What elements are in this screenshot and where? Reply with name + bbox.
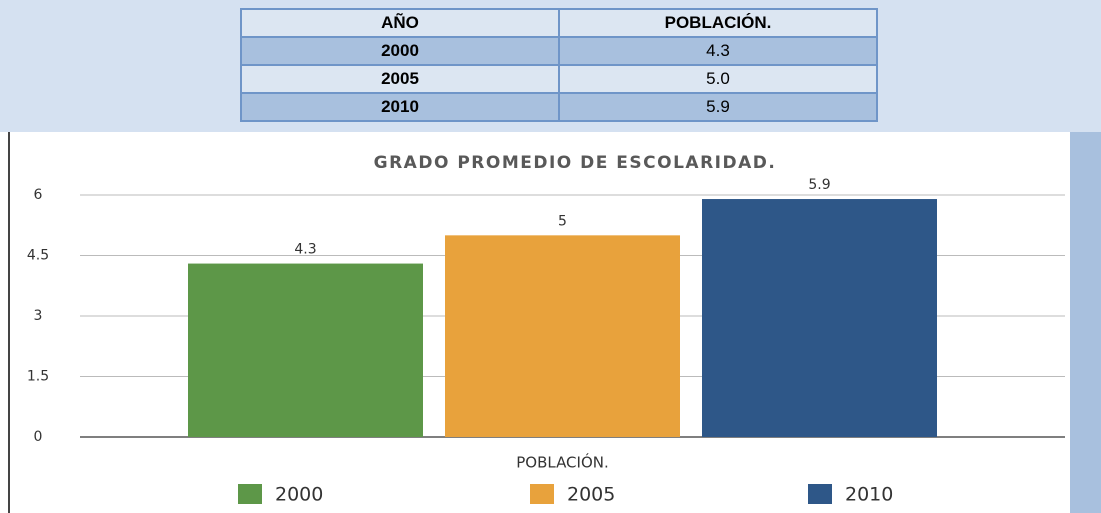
- table-section: AÑO POBLACIÓN. 2000 4.3 2005 5.0 2010 5.…: [0, 0, 1101, 132]
- data-table: AÑO POBLACIÓN. 2000 4.3 2005 5.0 2010 5.…: [240, 8, 878, 122]
- data-label: 5.9: [808, 177, 830, 193]
- legend-label: 2000: [275, 484, 323, 506]
- right-border: [1070, 132, 1101, 513]
- bar: [702, 199, 937, 437]
- y-tick-label: 0: [34, 429, 43, 445]
- header-cell: AÑO: [240, 8, 560, 38]
- left-border: [8, 132, 10, 513]
- y-tick-label: 3: [34, 308, 43, 324]
- y-tick-label: 6: [34, 187, 43, 203]
- y-tick-label: 4.5: [27, 248, 49, 264]
- data-label: 4.3: [294, 242, 316, 258]
- cell: 2005: [240, 64, 560, 94]
- cell: 2010: [240, 92, 560, 122]
- header-row: AÑO POBLACIÓN.: [240, 8, 878, 38]
- legend-label: 2005: [567, 484, 615, 506]
- table-row: 2005 5.0: [240, 64, 878, 94]
- legend-label: 2010: [845, 484, 893, 506]
- chart: GRADO PROMEDIO DE ESCOLARIDAD. 0 1.5 3 4.5 6…: [0, 132, 1101, 513]
- cell: 2000: [240, 36, 560, 66]
- bar: [445, 235, 680, 437]
- bar: [188, 263, 423, 437]
- y-tick-label: 1.5: [27, 369, 49, 385]
- table-row: 2010 5.9: [240, 92, 878, 122]
- data-label: 5: [558, 213, 567, 229]
- cell: 4.3: [558, 36, 878, 66]
- table-row: 2000 4.3: [240, 36, 878, 66]
- cell: 5.0: [558, 64, 878, 94]
- chart-title: GRADO PROMEDIO DE ESCOLARIDAD.: [374, 153, 777, 173]
- cell: 5.9: [558, 92, 878, 122]
- header-cell: POBLACIÓN.: [558, 8, 878, 38]
- legend-swatch: [808, 484, 832, 504]
- legend-swatch: [238, 484, 262, 504]
- x-axis-label: POBLACIÓN.: [516, 453, 609, 472]
- legend-swatch: [530, 484, 554, 504]
